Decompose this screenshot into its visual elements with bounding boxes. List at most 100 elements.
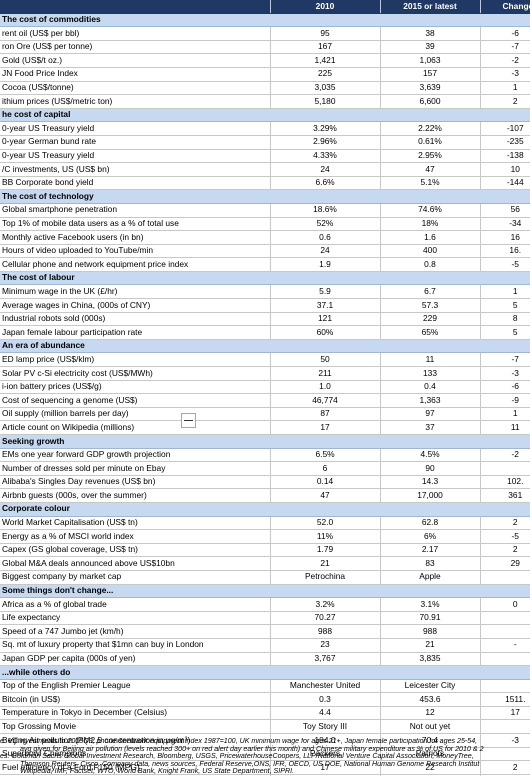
data-row: Oil supply (million barrels per day) 87 97…: [0, 407, 530, 422]
row-label: Global smartphone penetration: [0, 203, 270, 218]
row-label: JN Food Price Index: [0, 67, 270, 82]
row-label: Top Grossing Movie: [0, 719, 270, 735]
row-label: rent oil (US$ per bbl): [0, 26, 270, 41]
row-label: Energy as a % of MSCI world index: [0, 529, 270, 544]
data-row: Beijing Air pollution (PM2.5 concentrati…: [0, 733, 530, 748]
cell: [479, 719, 530, 735]
data-row: Japan GDP per capita (000s of yen) 3,767 3…: [0, 652, 530, 667]
header-cell: Change: [479, 0, 530, 14]
cell: 97: [379, 407, 480, 422]
cell: -34: [479, 217, 530, 232]
cell: Packers: [269, 747, 380, 762]
section-title: The cost of labour: [0, 271, 530, 286]
cell: 60%: [269, 325, 380, 340]
cell: [479, 611, 530, 626]
row-label: Cellular phone and network equipment pri…: [0, 257, 270, 272]
cell: 3,639: [379, 81, 480, 96]
row-label: Oil supply (million barrels per day): [0, 407, 270, 422]
cell: 2: [479, 94, 530, 109]
cell: 2: [479, 516, 530, 531]
cell: 0.61%: [379, 135, 480, 150]
cell: -235: [479, 135, 530, 150]
data-row: World Market Capitalisation (US$ tn) 52.0…: [0, 516, 530, 531]
cell: -7: [479, 40, 530, 55]
cell: 87: [269, 407, 380, 422]
cell: 211: [269, 366, 380, 381]
cell: -6: [479, 380, 530, 395]
data-row: Top 1% of mobile data users as a % of to…: [0, 217, 530, 232]
cell: 0.8: [379, 257, 480, 272]
footnote-line: Wikipedia, IMF, Factset, WTO, World Bank…: [20, 767, 295, 776]
cell: 988: [269, 624, 380, 639]
row-label: Hours of video uploaded to YouTube/min: [0, 244, 270, 259]
data-row: Global smartphone penetration 18.6% 74.6% 5…: [0, 203, 530, 218]
section-row: An era of abundance: [0, 339, 530, 354]
cell: -3: [479, 733, 530, 748]
cell: 2.17: [379, 543, 480, 558]
row-label: Number of dresses sold per minute on Eba…: [0, 461, 270, 476]
data-row: Japan female labour participation rate 60…: [0, 325, 530, 340]
data-row: Africa as a % of global trade 3.2% 3.1% 0: [0, 597, 530, 612]
cell: 18.6%: [269, 203, 380, 218]
data-row: Cocoa (US$/tonne) 3,035 3,639 1: [0, 81, 530, 96]
row-label: Alibaba's Singles Day revenues (US$ bn): [0, 475, 270, 490]
row-label: Monthly active Facebook users (in bn): [0, 230, 270, 245]
cell: 0.6: [269, 230, 380, 245]
row-label: Gold (US$/t oz.): [0, 53, 270, 68]
row-label: Solar PV c-Si electricity cost (US$/MWh): [0, 366, 270, 381]
row-label: Fuel efficiency of a Ford F150 (MPG): [0, 760, 270, 775]
cell: -3: [479, 366, 530, 381]
row-label: Biggest company by market cap: [0, 570, 270, 585]
cell: 0.14: [269, 475, 380, 490]
cell: 23: [269, 638, 380, 653]
data-row: Number of dresses sold per minute on Eba…: [0, 461, 530, 476]
cell: Apple: [379, 570, 480, 585]
section-row: Corporate colour: [0, 502, 530, 517]
data-row: Industrial robots sold (000s) 121 229 8: [0, 312, 530, 327]
cell: Leicester City: [379, 679, 480, 694]
data-row: Top of the English Premier League Manches…: [0, 679, 530, 694]
cell: 90: [379, 461, 480, 476]
data-row: 0-year US Treasury yield 4.33% 2.95% -138: [0, 149, 530, 164]
cell: -9: [479, 393, 530, 408]
cell: 52.0: [269, 516, 380, 531]
cell: 0.3: [269, 692, 380, 707]
cell: 24: [269, 244, 380, 259]
cell: [479, 461, 530, 476]
cell: 24: [269, 162, 380, 177]
section-row: The cost of commodities: [0, 13, 530, 28]
row-label: ithium prices (US$/metric ton): [0, 94, 270, 109]
data-row: ithium prices (US$/metric ton) 5,180 6,600…: [0, 94, 530, 109]
cell: 400: [379, 244, 480, 259]
row-label: Capex (GS global coverage, US$ tn): [0, 543, 270, 558]
cell: 16.: [479, 244, 530, 259]
row-label: Temperature in Tokyo in December (Celsiu…: [0, 706, 270, 721]
row-label: ron Ore (US$ per tonne): [0, 40, 270, 55]
cell: Petrochina: [269, 570, 380, 585]
cell: 56: [479, 203, 530, 218]
cell: 38: [379, 26, 480, 41]
header-cell: 2015 or latest: [379, 0, 480, 14]
row-label: EMs one year forward GDP growth projecti…: [0, 448, 270, 463]
cell: Patriots: [379, 747, 480, 762]
data-row: Gold (US$/t oz.) 1,421 1,063 -2: [0, 53, 530, 68]
cell: 39: [379, 40, 480, 55]
cell: 18%: [379, 217, 480, 232]
footnote-line: avg given for Beijing air pollution (lev…: [20, 744, 484, 753]
data-row: Biggest company by market cap Petrochina A…: [0, 570, 530, 585]
footnote-line: es: Goldman Sachs Global Investment Rese…: [0, 752, 474, 761]
footnotes: e: VC investments to 2015Q3, phone &netw…: [0, 738, 530, 776]
section-title: Corporate colour: [0, 502, 530, 517]
data-row: Airbnb guests (000s, over the summer) 47 1…: [0, 488, 530, 503]
row-label: Life expectancy: [0, 611, 270, 626]
data-row: Capex (GS global coverage, US$ tn) 1.79 2.…: [0, 543, 530, 558]
cell: 62.8: [379, 516, 480, 531]
cell: 6: [269, 461, 380, 476]
cell: 70.91: [379, 611, 480, 626]
cell: 5: [479, 298, 530, 313]
data-row: Hours of video uploaded to YouTube/min 24…: [0, 244, 530, 259]
row-label: 0-year German bund rate: [0, 135, 270, 150]
cell: 1,421: [269, 53, 380, 68]
